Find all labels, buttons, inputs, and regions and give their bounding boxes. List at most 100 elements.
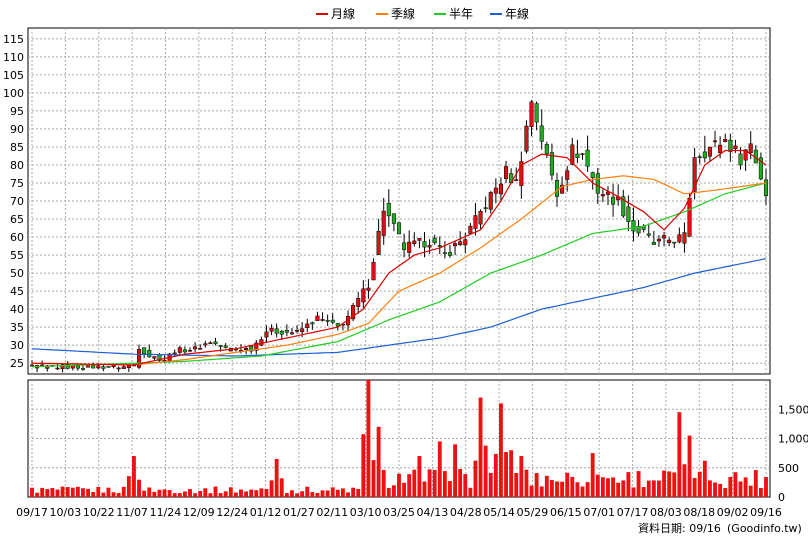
candle-body	[55, 367, 60, 370]
candle-body	[687, 197, 692, 237]
volume-bar	[448, 481, 452, 497]
candle-body	[473, 215, 478, 229]
candle-body	[549, 152, 554, 176]
candle-body	[692, 157, 697, 192]
volume-bar	[361, 434, 366, 497]
volume-bar	[310, 492, 315, 497]
candle-body	[519, 161, 524, 186]
volume-bar	[65, 487, 70, 497]
candle-body	[325, 320, 330, 322]
candle-body	[560, 184, 565, 194]
candle-body	[172, 352, 177, 355]
volume-bar	[417, 456, 422, 497]
volume-bar	[524, 469, 529, 497]
price-tick-label: 110	[3, 51, 24, 64]
candle-body	[305, 323, 310, 328]
candle-body	[264, 331, 269, 338]
volume-bar	[315, 492, 320, 497]
volume-bar	[529, 485, 534, 497]
x-tick-label: 12/24	[216, 506, 248, 519]
volume-bar	[81, 488, 85, 497]
candle-body	[203, 343, 208, 346]
candle-body	[198, 348, 203, 350]
volume-bar	[539, 486, 544, 497]
volume-bar	[188, 489, 192, 497]
x-tick-label: 07/17	[617, 506, 649, 519]
candle-body	[351, 305, 356, 320]
candle-body	[213, 341, 218, 344]
candle-body	[422, 241, 427, 248]
x-tick-label: 01/12	[250, 506, 282, 519]
candle-body	[91, 365, 96, 369]
candle-body	[279, 330, 284, 335]
candle-body	[590, 172, 595, 179]
candle-body	[763, 179, 769, 197]
volume-bar	[616, 482, 621, 497]
volume-bar	[718, 483, 723, 497]
price-tick-label: 90	[10, 123, 24, 136]
volume-bar	[641, 487, 646, 497]
candle-body	[386, 203, 391, 217]
candle-body	[458, 241, 463, 245]
candle-body	[274, 328, 279, 334]
volume-bar	[713, 482, 717, 497]
candle-body	[733, 145, 738, 149]
candle-body	[712, 140, 718, 143]
x-tick-label: 10/22	[83, 506, 115, 519]
candle-body	[208, 342, 213, 344]
candle-body	[40, 364, 45, 367]
candle-body	[111, 365, 116, 368]
volume-bar	[677, 412, 682, 497]
candle-body	[677, 234, 682, 243]
volume-bar	[50, 488, 55, 497]
candle-body	[442, 252, 447, 254]
volume-bar	[509, 450, 514, 497]
candle-body	[361, 288, 366, 303]
candle-body	[366, 287, 371, 291]
volume-bar	[611, 477, 616, 497]
volume-bar	[182, 491, 187, 497]
volume-bar	[442, 471, 447, 497]
volume-bar	[142, 490, 147, 497]
volume-bar	[147, 487, 152, 497]
volume-bar	[422, 481, 427, 497]
data-date: 資料日期: 09/16	[638, 521, 721, 535]
x-tick-label: 05/29	[517, 506, 549, 519]
candle-body	[667, 239, 672, 243]
volume-bar	[218, 493, 223, 497]
candle-body	[427, 245, 432, 248]
candle-body	[376, 230, 381, 255]
volume-bar	[646, 480, 651, 497]
volume-bar	[376, 426, 381, 497]
candle-body	[142, 347, 147, 354]
price-tick-label: 55	[10, 249, 24, 262]
volume-bar	[723, 487, 728, 497]
volume-bar	[458, 469, 463, 497]
candle-body	[295, 330, 300, 332]
candle-body	[575, 153, 580, 158]
volume-bar	[606, 478, 610, 497]
candle-body	[748, 143, 753, 153]
volume-bar	[753, 470, 758, 497]
volume-bar	[45, 489, 50, 497]
volume-bar	[687, 435, 692, 497]
volume-bar	[254, 490, 259, 497]
candle-body	[600, 194, 605, 197]
volume-bar	[274, 458, 279, 497]
volume-bar	[152, 491, 157, 497]
candle-body	[96, 365, 101, 369]
price-tick-label: 70	[10, 195, 24, 208]
candle-body	[75, 365, 80, 369]
volume-bar	[335, 489, 340, 497]
candle-body	[463, 239, 468, 246]
candle-body	[249, 346, 254, 352]
candle-body	[447, 252, 453, 256]
volume-bar	[351, 487, 356, 497]
volume-bar	[305, 486, 310, 497]
x-tick-label: 11/24	[150, 506, 182, 519]
volume-bar	[667, 471, 672, 497]
volume-bar	[371, 460, 376, 497]
candle-body	[259, 339, 264, 346]
volume-bar	[91, 492, 96, 497]
